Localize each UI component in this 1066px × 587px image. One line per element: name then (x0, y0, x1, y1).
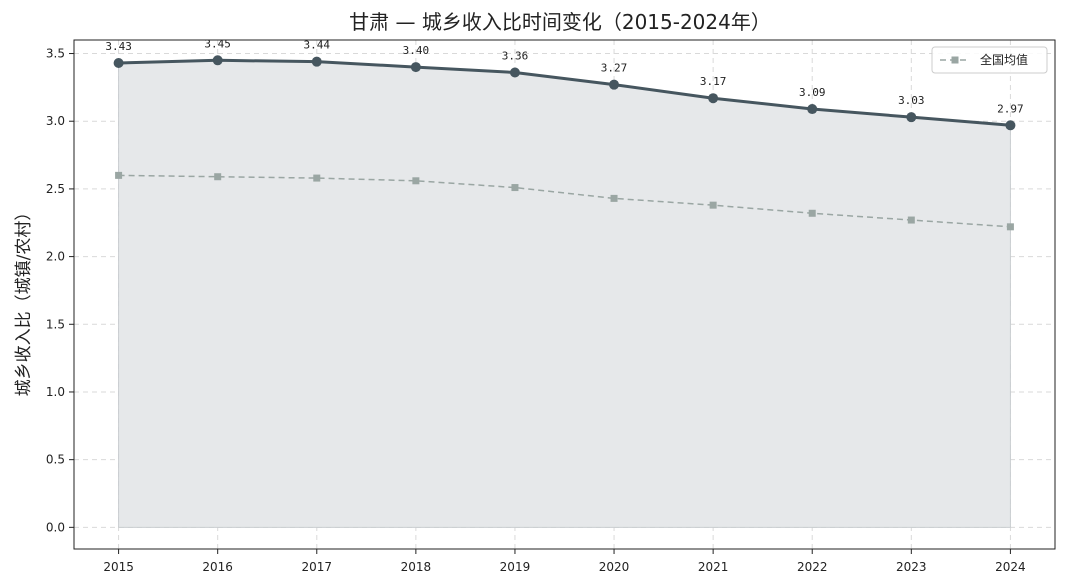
national-average-marker (115, 171, 123, 179)
gansu-marker (509, 67, 520, 78)
data-label: 3.45 (204, 37, 231, 50)
x-tick-label: 2024 (995, 560, 1026, 574)
y-tick-label: 3.5 (46, 47, 65, 61)
gansu-marker (609, 79, 620, 90)
national-average-marker (709, 201, 717, 209)
y-axis-label: 城乡收入比（城镇/农村） (14, 204, 34, 397)
x-tick-label: 2022 (797, 560, 828, 574)
y-tick-label: 1.5 (46, 317, 65, 331)
y-tick-label: 3.0 (46, 114, 65, 128)
area-fill (118, 59, 1011, 528)
national-average-marker (808, 209, 816, 217)
legend-box (931, 46, 1048, 74)
x-tick-label: 2020 (599, 560, 630, 574)
data-label: 3.36 (502, 49, 529, 62)
x-tick-label: 2021 (698, 560, 729, 574)
gansu-marker (311, 56, 322, 67)
gansu-marker (1005, 120, 1016, 131)
data-label: 3.40 (403, 44, 430, 57)
data-label: 3.17 (700, 75, 727, 88)
national-average-marker (313, 174, 321, 182)
gansu-marker (708, 93, 719, 104)
gansu-marker (212, 55, 223, 66)
national-average-marker (412, 177, 420, 185)
x-tick-label: 2023 (896, 560, 927, 574)
x-tick-label: 2017 (301, 560, 332, 574)
x-tick-label: 2016 (202, 560, 233, 574)
series-line-national-average (118, 174, 1011, 228)
data-label: 3.43 (105, 40, 132, 53)
gansu-marker (410, 62, 421, 73)
data-label: 2.97 (997, 102, 1024, 115)
plot-frame (73, 39, 1056, 550)
y-tick-label: 1.0 (46, 385, 65, 399)
x-tick-label: 2015 (103, 560, 134, 574)
gansu-marker (807, 104, 818, 115)
plot-area: 3.43 3.45 3.44 3.40 3.36 3.27 3.17 3.09 3.03 2.97… (46, 37, 1056, 574)
national-average-marker (1006, 223, 1014, 231)
national-average-marker (610, 194, 618, 202)
chart-title: 甘肃 — 城乡收入比时间变化（2015-2024年） (349, 10, 771, 34)
data-label: 3.44 (304, 39, 331, 52)
national-average-marker (214, 173, 222, 181)
gansu-marker (906, 112, 917, 123)
data-label: 3.09 (799, 86, 826, 99)
legend-label: 全国均值 (980, 52, 1028, 67)
x-tick-label: 2018 (401, 560, 432, 574)
series-line-gansu (118, 58, 1011, 127)
y-tick-label: 0.0 (46, 520, 65, 534)
data-label: 3.27 (601, 62, 628, 75)
y-tick-label: 2.0 (46, 250, 65, 264)
national-average-marker (907, 216, 915, 224)
y-tick-label: 0.5 (46, 453, 65, 467)
y-tick-label: 2.5 (46, 182, 65, 196)
gansu-marker (113, 58, 124, 69)
legend-marker-swatch (951, 56, 959, 64)
x-tick-label: 2019 (500, 560, 531, 574)
national-average-marker (511, 184, 519, 192)
data-label: 3.03 (898, 94, 925, 107)
